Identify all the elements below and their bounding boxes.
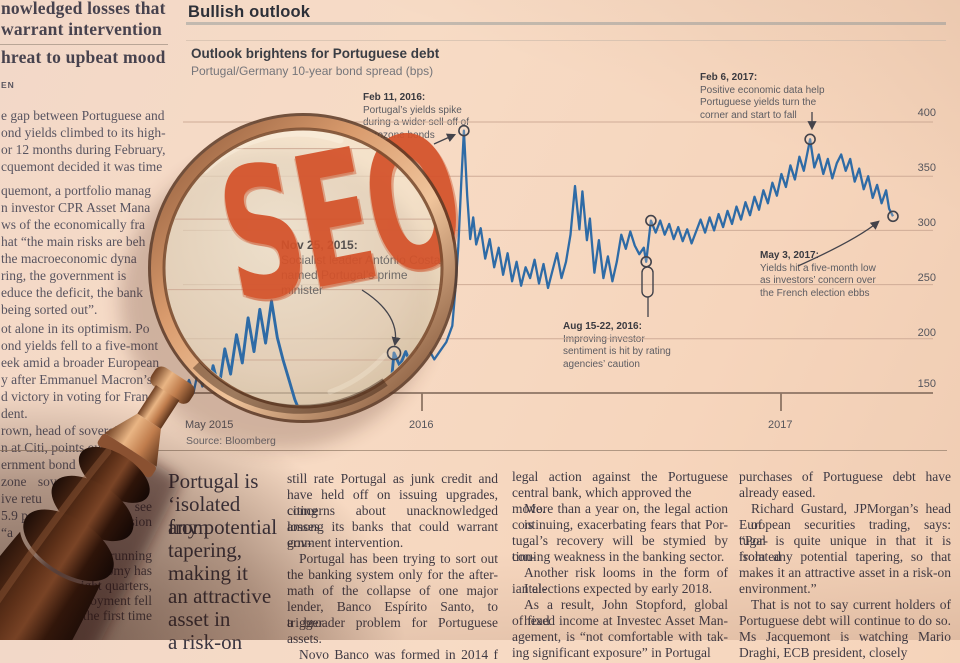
lens-magnified-marker bbox=[386, 345, 402, 361]
column-line: As a result, John Stopford, global head bbox=[524, 597, 728, 628]
column-line: ian elections expected by early 2018. bbox=[512, 581, 713, 596]
body-line: n investor CPR Asset Mana bbox=[1, 200, 151, 215]
magnifier-handle bbox=[0, 366, 195, 640]
annotation-line: Portugal’s yields spike bbox=[363, 104, 462, 116]
annotation-line: agencies’ caution bbox=[563, 358, 640, 370]
column-line: tinuing weakness in the banking sector. bbox=[512, 549, 725, 564]
magnifier-rim bbox=[151, 116, 455, 420]
y-axis-label: 400 bbox=[917, 107, 936, 119]
column-line: of fixed income at Investec Asset Man- bbox=[512, 613, 728, 628]
byline-fragment: EN bbox=[1, 80, 15, 90]
body-line: the macroeconomic dyna bbox=[1, 251, 137, 266]
feb11-arrow bbox=[433, 133, 457, 145]
divider bbox=[0, 44, 168, 45]
lens-glass bbox=[164, 129, 442, 407]
ferrule-neck bbox=[137, 385, 180, 429]
body-line: being sorted out”. bbox=[1, 302, 98, 317]
annotation-line: named Portugal’s prime minister bbox=[281, 268, 408, 297]
column-line: tugal’s recovery will be stymied by con- bbox=[512, 533, 728, 564]
column-line: legal action against the Portuguese bbox=[512, 469, 728, 484]
body-line: ws of the economically fra bbox=[1, 217, 145, 232]
event-markers bbox=[458, 124, 899, 268]
annotation-nov25-2015: Nov 25, 2015: Socialist leader António C… bbox=[281, 238, 451, 298]
annotation-line: eurozone bonds bbox=[363, 129, 435, 141]
body-line: ring, the government is bbox=[1, 268, 127, 283]
annotation-line: corner and start to fall bbox=[700, 109, 797, 121]
column-line: Richard Gustard, JPMorgan’s head of bbox=[751, 501, 951, 532]
y-axis-label: 250 bbox=[917, 272, 936, 284]
wood-highlight bbox=[0, 448, 112, 640]
body-line: ond yields fell to a five-mont bbox=[1, 338, 159, 353]
annotation-date: May 3, 2017: bbox=[760, 250, 819, 261]
annotation-line: Portuguese yields turn the bbox=[700, 97, 817, 108]
column-line: European securities trading, says: “Por- bbox=[739, 517, 951, 548]
rim-shade bbox=[192, 361, 388, 414]
glass-glare bbox=[327, 352, 388, 395]
annotation-line: sentiment is hit by rating bbox=[563, 346, 671, 357]
column-line: Portuguese debt will continue to do so. bbox=[739, 613, 951, 628]
annotation-date: Nov 25, 2015: bbox=[281, 238, 358, 252]
column-line: central bank, which approved the move. bbox=[512, 485, 692, 516]
column-line: environment.” bbox=[739, 581, 817, 596]
column-line: purchases of Portuguese debt have bbox=[739, 469, 951, 484]
y-axis-label: 150 bbox=[917, 378, 936, 390]
headline-fragment: warrant intervention bbox=[1, 19, 162, 39]
annotation-feb6-2017: Feb 6, 2017: Positive economic data help… bbox=[700, 72, 845, 122]
ferrule-flare bbox=[104, 413, 161, 467]
x-axis-label: 2017 bbox=[768, 419, 793, 431]
chart-subtitle: Portugal/Germany 10-year bond spread (bp… bbox=[191, 64, 434, 78]
y-axis-label: 200 bbox=[917, 327, 936, 339]
nov25-arrow bbox=[361, 289, 401, 347]
annotation-line: Yields hit a five-month low bbox=[760, 262, 876, 274]
body-line: ot alone in its optimism. Po bbox=[1, 321, 150, 336]
column-line: already eased. bbox=[739, 485, 816, 500]
ferrule-cap bbox=[150, 366, 195, 404]
section-divider bbox=[0, 450, 947, 451]
body-line: eek amid a broader European bbox=[1, 355, 160, 370]
body-line: educe the deficit, the bank bbox=[1, 285, 144, 300]
annotation-line: Positive economic data help bbox=[700, 84, 825, 96]
body-line: hat “the main risks are beh bbox=[1, 234, 146, 249]
annotation-line: the French election ebbs bbox=[760, 287, 870, 299]
column-line: Draghi, ECB president, closely bbox=[739, 645, 908, 660]
annotation-date: Aug 15-22, 2016: bbox=[563, 321, 642, 332]
annotation-date: Feb 6, 2017: bbox=[700, 72, 758, 83]
column-line: ing significant exposure” in Portugal bbox=[512, 645, 711, 660]
rim-inner-edge bbox=[162, 127, 444, 409]
body-line: ond yields climbed to its high- bbox=[1, 125, 166, 140]
y-axis-label: 350 bbox=[917, 162, 936, 174]
body-line: e gap between Portuguese and bbox=[1, 108, 165, 123]
ferrule-band bbox=[97, 433, 156, 478]
may3-arrow bbox=[797, 220, 880, 267]
headline-fragment: nowledged losses that bbox=[1, 0, 166, 18]
wood-grip bbox=[0, 531, 101, 640]
annotation-line: as investors’ concern over bbox=[760, 275, 876, 286]
column-line: makes it an attractive asset in a risk-o… bbox=[739, 565, 951, 580]
column-line: Novo Banco was formed in 2014 f bbox=[299, 647, 498, 662]
divider bbox=[186, 40, 946, 41]
annotation-date: Feb 11, 2016: bbox=[363, 92, 426, 103]
column-line: More than a year on, the legal action is bbox=[524, 501, 728, 532]
magnifier-body-layer bbox=[0, 113, 458, 640]
chart-kicker: Bullish outlook bbox=[188, 3, 311, 21]
y-axis-label: 300 bbox=[917, 217, 936, 229]
column-line: tugal is quite unique in that it is isol… bbox=[739, 533, 951, 564]
annotation-may3-2017: May 3, 2017: Yields hit a five-month low… bbox=[760, 250, 905, 300]
body-line: or 12 months during February, bbox=[1, 142, 166, 157]
column-line: continuing, exacerbating fears that Por- bbox=[512, 517, 728, 532]
chart-title: Outlook brightens for Portuguese debt bbox=[191, 46, 440, 61]
body-line: cquemont decided it was time bbox=[1, 159, 163, 174]
column-line: That is not to say current holders of bbox=[751, 597, 951, 612]
column-line: Another risk looms in the form of Ital- bbox=[524, 565, 728, 596]
body-line: quemont, a portfolio manag bbox=[1, 183, 151, 198]
headline-fragment: hreat to upbeat mood bbox=[1, 47, 166, 67]
column-line: from any potential tapering, so that bbox=[739, 549, 951, 564]
divider bbox=[186, 22, 946, 25]
annotation-line: Socialist leader António Costa bbox=[281, 253, 441, 267]
